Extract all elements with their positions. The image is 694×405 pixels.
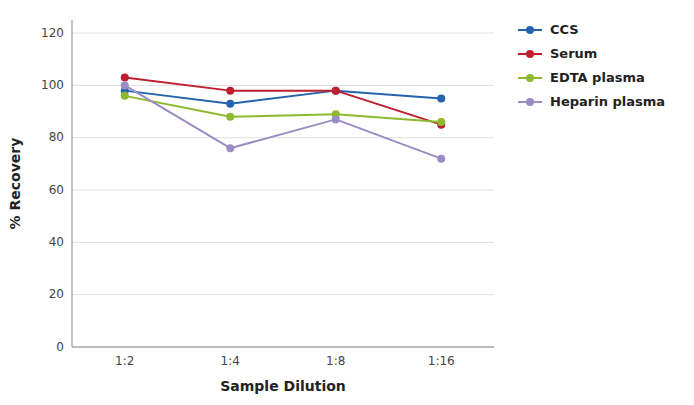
data-point	[226, 144, 234, 152]
grid-line	[72, 294, 494, 295]
y-axis-line	[72, 20, 73, 347]
legend-marker	[526, 50, 534, 58]
data-point	[121, 92, 129, 100]
data-point	[437, 118, 445, 126]
legend: CCS Serum EDTA plasma Heparin plasma	[518, 22, 665, 109]
legend-marker	[526, 26, 534, 34]
grid-line	[72, 190, 494, 191]
x-tick-label: 1:4	[221, 354, 240, 368]
plot-area	[121, 74, 446, 163]
legend-label: Serum	[550, 46, 597, 61]
legend-marker	[526, 98, 534, 106]
x-tick-label: 1:8	[326, 354, 345, 368]
y-tick-label: 40	[49, 235, 64, 249]
y-tick-label: 20	[49, 287, 64, 301]
y-tick-label: 0	[56, 340, 64, 354]
series-line	[125, 78, 442, 125]
data-point	[437, 94, 445, 102]
legend-label: CCS	[550, 22, 579, 37]
data-point	[437, 155, 445, 163]
x-tick-label: 1:2	[115, 354, 134, 368]
x-tick-label: 1:16	[428, 354, 455, 368]
grid-line	[72, 33, 494, 34]
y-tick-label: 120	[41, 26, 64, 40]
x-axis-label: Sample Dilution	[220, 378, 346, 394]
data-point	[226, 113, 234, 121]
y-tick-label: 100	[41, 78, 64, 92]
y-tick-label: 80	[49, 130, 64, 144]
grid	[72, 33, 494, 347]
data-point	[332, 87, 340, 95]
legend-marker	[526, 74, 534, 82]
series-line	[125, 85, 442, 158]
chart-container: 0 20 40 60 80 100 120 1:2 1:4 1:8 1:16 Sample Dilut…	[0, 0, 694, 405]
data-point	[332, 115, 340, 123]
legend-label: EDTA plasma	[550, 70, 645, 85]
legend-label: Heparin plasma	[550, 94, 665, 109]
chart-svg: 0 20 40 60 80 100 120 1:2 1:4 1:8 1:16 Sample Dilut…	[0, 0, 694, 405]
series-line	[125, 91, 442, 104]
x-axis-line	[72, 347, 494, 348]
y-axis-label: % Recovery	[7, 138, 23, 230]
y-tick-label: 60	[49, 183, 64, 197]
data-point	[226, 100, 234, 108]
grid-line	[72, 242, 494, 243]
grid-line	[72, 347, 494, 348]
data-point	[226, 87, 234, 95]
series-line	[125, 96, 442, 122]
grid-line	[72, 85, 494, 86]
data-point	[121, 81, 129, 89]
grid-line	[72, 137, 494, 138]
data-point	[121, 74, 129, 82]
data-point	[332, 87, 340, 95]
